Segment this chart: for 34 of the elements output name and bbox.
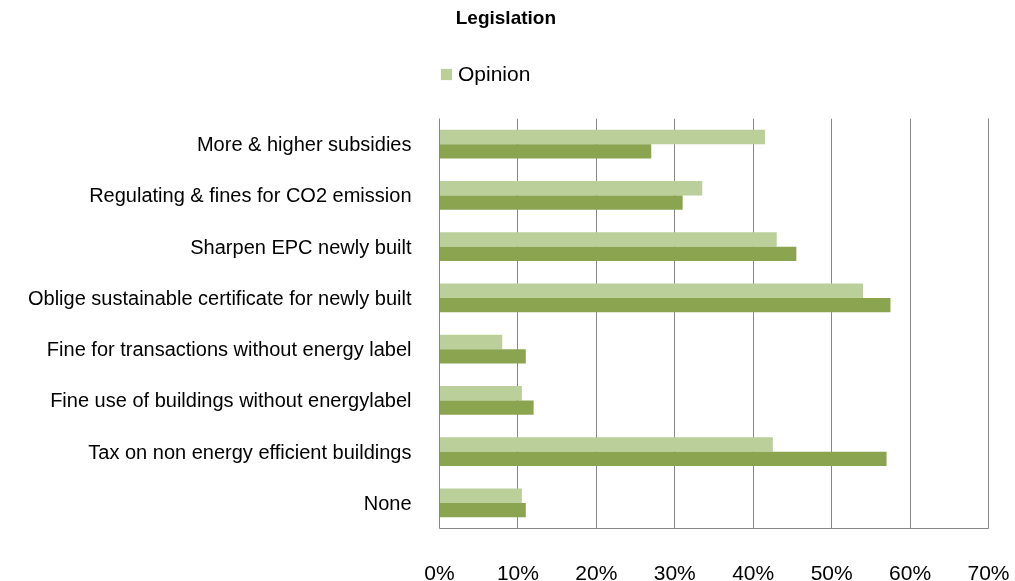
bar (439, 297, 891, 313)
y-tick-label: Sharpen EPC newly built (190, 235, 412, 258)
bar (439, 488, 522, 503)
legend-label: Opinion (458, 62, 531, 86)
x-tick-label: 20% (575, 560, 618, 581)
bar (439, 451, 887, 466)
bar (439, 502, 526, 518)
bar (439, 232, 777, 247)
bar (439, 349, 526, 364)
bar (439, 246, 797, 261)
x-tick-label: 70% (967, 560, 1010, 581)
bar (439, 144, 652, 159)
bar (439, 129, 765, 145)
x-tick-label: 60% (889, 560, 932, 581)
bar (439, 195, 683, 210)
bar (439, 386, 522, 401)
y-tick-label: None (363, 491, 412, 514)
x-tick-label: 0% (424, 560, 455, 581)
y-tick-label: Fine for transactions without energy label (46, 338, 412, 361)
y-tick-label: Oblige sustainable certificate for newly built (27, 286, 412, 309)
y-tick-label: More & higher subsidies (196, 133, 412, 156)
x-tick-label: 30% (653, 560, 696, 581)
bar (439, 283, 864, 298)
x-tick-label: 10% (496, 560, 539, 581)
chart-title: Legislation (455, 6, 557, 28)
bar (439, 181, 703, 196)
y-tick-label: Fine use of buildings without energylabel (50, 389, 412, 412)
bar (439, 400, 534, 415)
bar (439, 437, 773, 452)
y-tick-label: Tax on non energy efficient buildings (88, 440, 412, 463)
bar (439, 334, 503, 350)
x-tick-label: 50% (810, 560, 853, 581)
y-tick-label: Regulating & fines for CO2 emission (89, 184, 412, 207)
x-tick-label: 40% (732, 560, 775, 581)
